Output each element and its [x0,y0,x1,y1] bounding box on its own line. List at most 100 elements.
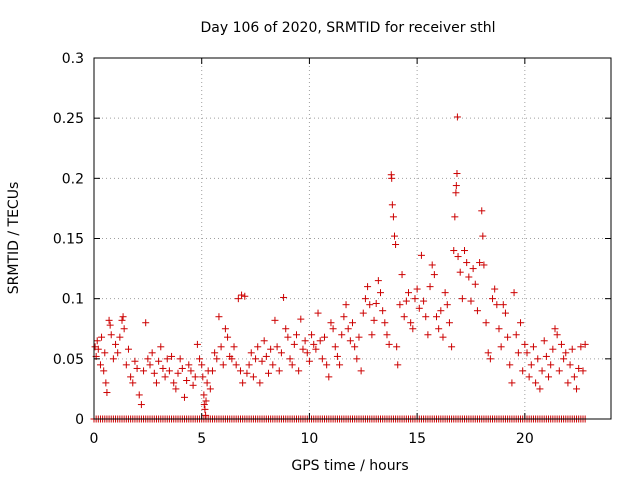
data-point [504,333,512,341]
data-point [183,376,191,384]
data-point [133,364,141,372]
data-point [478,207,486,215]
data-point [264,369,272,377]
data-point [441,289,449,297]
data-point [413,285,421,293]
data-point [122,361,130,369]
data-point [273,343,281,351]
data-point [100,367,108,375]
data-point [366,301,374,309]
data-point [562,349,570,357]
data-point [331,343,339,351]
data-point [540,337,548,345]
data-point [170,379,178,387]
data-point [575,364,583,372]
data-point [185,361,193,369]
data-point [469,265,477,273]
data-point [465,273,473,281]
data-point [379,307,387,315]
data-point [463,259,471,267]
data-point [353,355,361,363]
data-point [453,113,461,121]
y-tick-label: 0.05 [53,352,84,368]
data-point [102,379,110,387]
data-point [290,340,298,348]
data-point [473,307,481,315]
data-point [538,367,546,375]
data-point [295,367,303,375]
data-point [201,405,209,413]
data-point [458,295,466,303]
data-point [198,361,206,369]
data-point [529,343,537,351]
x-tick-label: 0 [90,431,99,447]
data-point [476,259,484,267]
data-point [422,313,430,321]
data-point [389,213,397,221]
data-point [211,349,219,357]
data-point [532,379,540,387]
data-point [135,391,143,399]
data-point [452,182,460,190]
data-point [168,352,176,360]
data-point [215,313,223,321]
data-point [178,364,186,372]
data-point [140,367,148,375]
data-point [560,355,568,363]
data-point [443,301,451,309]
data-point [495,325,503,333]
data-point [420,297,428,305]
data-point [232,361,240,369]
data-point [456,268,464,276]
data-point [555,367,563,375]
data-point [96,361,104,369]
data-point [116,333,124,341]
data-point [282,325,290,333]
data-point [292,331,300,339]
data-point [409,325,417,333]
data-point [260,337,268,345]
data-point [542,352,550,360]
data-point [405,289,413,297]
data-point [239,379,247,387]
data-point [200,391,208,399]
data-point [256,379,264,387]
data-point [484,349,492,357]
data-point [482,319,490,327]
data-point [534,355,542,363]
data-point [152,379,160,387]
data-point [525,373,533,381]
data-point [491,285,499,293]
data-point [536,385,544,393]
data-point [355,333,363,341]
data-point [564,379,572,387]
data-point [450,247,458,255]
data-point [398,271,406,279]
data-point [553,331,561,339]
data-point [252,355,260,363]
data-point [400,313,408,321]
data-point [174,369,182,377]
data-point [523,349,531,357]
data-point [131,357,139,365]
data-point [346,337,354,345]
data-point [325,373,333,381]
data-point [245,361,253,369]
data-point [191,373,199,381]
data-point [428,261,436,269]
data-point [277,349,285,357]
data-point [506,361,514,369]
data-point [411,295,419,303]
data-point [573,385,581,393]
data-point [203,379,211,387]
data-point [312,345,320,353]
data-point [200,401,208,409]
data-point [150,369,158,377]
data-point [98,333,106,341]
y-tick-labels: 0 0.05 0.1 0.15 0.2 0.25 0.3 [53,51,84,428]
data-point [393,343,401,351]
data-point [305,357,313,365]
data-point [467,297,475,305]
data-point [241,292,249,300]
data-point [206,385,214,393]
